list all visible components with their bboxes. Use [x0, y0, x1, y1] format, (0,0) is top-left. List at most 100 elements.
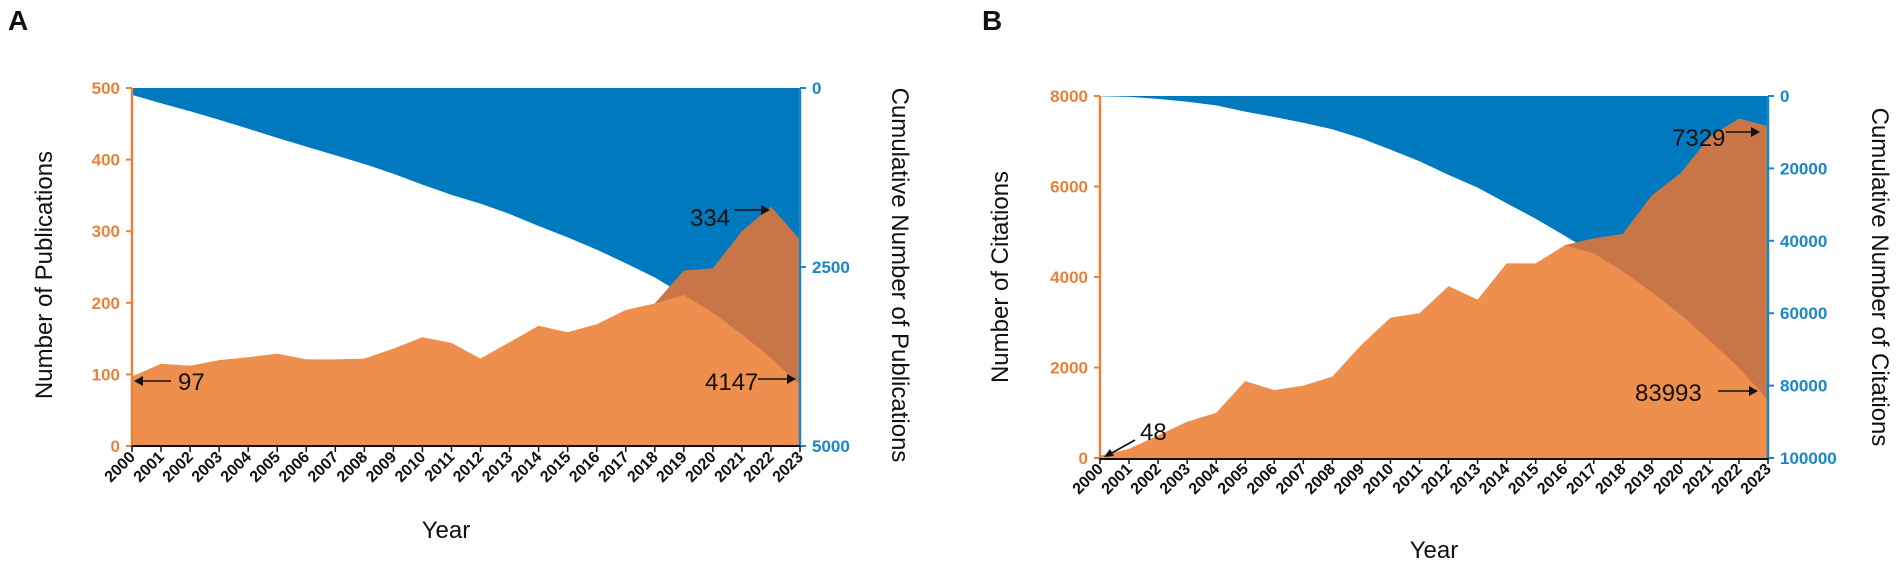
x-tick-label: 2005 — [247, 449, 284, 486]
y-axis-title-left: Number of Citations — [987, 171, 1014, 383]
x-axis-ticks: 2000200120022003200420052006200720082009… — [1070, 458, 1775, 498]
x-tick-label: 2012 — [450, 449, 487, 486]
left-tick-label: 400 — [92, 151, 120, 170]
x-tick-label: 2022 — [741, 449, 778, 486]
arrowhead-icon — [761, 205, 770, 215]
x-tick-label: 2008 — [334, 449, 371, 486]
x-tick-label: 2006 — [1244, 461, 1281, 498]
arrowhead-icon — [134, 376, 143, 386]
annotation-7329: 7329 — [1672, 125, 1725, 152]
x-tick-label: 2020 — [683, 449, 720, 486]
annotation-334: 334 — [690, 205, 730, 232]
cumulative-citations-area — [1100, 96, 1768, 401]
y-axis-title-left: Number of Publications — [31, 151, 58, 399]
x-tick-label: 2019 — [653, 449, 690, 486]
x-tick-label: 2012 — [1418, 461, 1455, 498]
publications-area — [132, 206, 800, 445]
citations-overlap-area — [1100, 118, 1768, 456]
right-tick-label: 20000 — [1780, 159, 1827, 178]
x-tick-label: 2020 — [1651, 461, 1688, 498]
x-tick-label: 2014 — [1476, 461, 1513, 498]
x-tick-label: 2005 — [1215, 461, 1252, 498]
annotation-first-value: 97 — [134, 369, 205, 396]
x-tick-label: 2016 — [566, 449, 603, 486]
x-tick-label: 2021 — [1680, 461, 1717, 498]
x-tick-label: 2008 — [1302, 461, 1339, 498]
x-tick-label: 2017 — [1563, 461, 1600, 498]
right-axis-ticks: 0 2500 5000 — [800, 79, 850, 456]
x-tick-label: 2013 — [479, 449, 516, 486]
left-tick-label: 6000 — [1050, 178, 1088, 197]
left-tick-label: 0 — [1079, 449, 1088, 468]
x-tick-label: 2018 — [1592, 461, 1629, 498]
panel-a-label: A — [8, 5, 28, 36]
left-tick-label: 200 — [92, 294, 120, 313]
x-tick-label: 2001 — [131, 449, 168, 486]
x-tick-label: 2015 — [1505, 461, 1542, 498]
annotation-first-value: 48 — [1104, 419, 1167, 457]
x-axis-title: Year — [1410, 537, 1459, 564]
x-tick-label: 2010 — [392, 449, 429, 486]
x-axis-ticks: 2000200120022003200420052006200720082009… — [102, 446, 807, 486]
annotation-48: 48 — [1140, 419, 1167, 446]
x-tick-label: 2015 — [537, 449, 574, 486]
arrowhead-icon — [787, 374, 796, 384]
y-axis-title-right: Cumulative Number of Citations — [1866, 108, 1893, 447]
right-tick-label: 80000 — [1780, 377, 1827, 396]
x-tick-label: 2018 — [624, 449, 661, 486]
annotation-cumulative-total: 4147 — [705, 369, 796, 396]
x-tick-label: 2003 — [189, 449, 226, 486]
left-axis-ticks: 0 2000 4000 6000 8000 — [1050, 87, 1100, 468]
left-tick-label: 100 — [92, 365, 120, 384]
x-tick-label: 2009 — [1331, 461, 1368, 498]
panel-b-label: B — [982, 5, 1002, 36]
x-tick-label: 2001 — [1099, 461, 1136, 498]
left-tick-label: 2000 — [1050, 359, 1088, 378]
right-tick-label: 40000 — [1780, 232, 1827, 251]
arrowhead-icon — [1104, 449, 1114, 457]
right-axis-ticks: 0 20000 40000 60000 80000 100000 — [1768, 87, 1837, 468]
x-tick-label: 2023 — [770, 449, 807, 486]
left-tick-label: 300 — [92, 222, 120, 241]
left-axis-ticks: 0 100 200 300 400 500 — [92, 79, 132, 456]
cumulative-publications-area — [132, 88, 800, 385]
annotation-4147: 4147 — [705, 369, 758, 396]
x-tick-label: 2007 — [305, 449, 342, 486]
annotation-arrow — [1109, 439, 1136, 455]
x-tick-label: 2000 — [102, 449, 139, 486]
x-tick-label: 2000 — [1070, 461, 1107, 498]
x-tick-label: 2017 — [595, 449, 632, 486]
x-tick-label: 2011 — [1390, 461, 1427, 498]
annotation-peak-value: 7329 — [1672, 125, 1760, 152]
x-tick-label: 2022 — [1709, 461, 1746, 498]
right-tick-label: 60000 — [1780, 304, 1827, 323]
x-tick-label: 2004 — [1186, 461, 1223, 498]
x-tick-label: 2002 — [1128, 461, 1165, 498]
x-tick-label: 2006 — [276, 449, 313, 486]
x-tick-label: 2010 — [1360, 461, 1397, 498]
arrowhead-icon — [1751, 127, 1760, 137]
annotation-cumulative-total: 83993 — [1635, 380, 1758, 407]
right-tick-label: 0 — [1780, 87, 1789, 106]
left-tick-label: 500 — [92, 79, 120, 98]
arrowhead-icon — [1749, 386, 1758, 396]
x-axis-title: Year — [422, 517, 471, 544]
x-tick-label: 2009 — [363, 449, 400, 486]
y-axis-title-right: Cumulative Number of Publications — [886, 88, 913, 463]
x-tick-label: 2021 — [712, 449, 749, 486]
annotation-97: 97 — [178, 369, 205, 396]
x-tick-label: 2013 — [1447, 461, 1484, 498]
annotation-peak-value: 334 — [690, 205, 770, 232]
x-tick-label: 2023 — [1738, 461, 1775, 498]
left-tick-label: 4000 — [1050, 268, 1088, 287]
x-tick-label: 2004 — [218, 449, 255, 486]
left-tick-label: 8000 — [1050, 87, 1088, 106]
x-tick-label: 2016 — [1534, 461, 1571, 498]
right-tick-label: 0 — [812, 79, 821, 98]
x-tick-label: 2014 — [508, 449, 545, 486]
left-tick-label: 0 — [111, 437, 120, 456]
publications-overlap-area — [132, 206, 800, 385]
